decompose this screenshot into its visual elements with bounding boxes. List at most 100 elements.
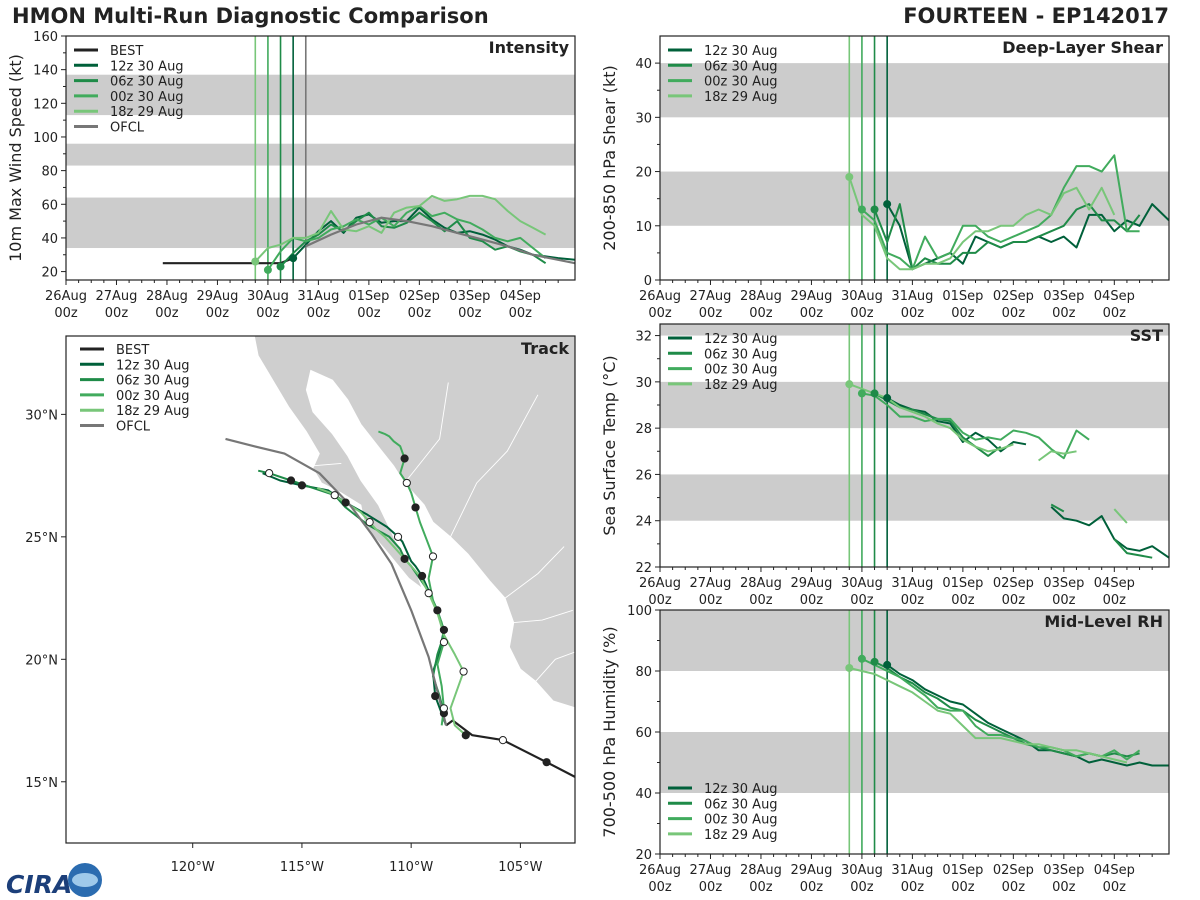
track-map-group [225,336,575,778]
shear-init-point [857,205,866,214]
shear-series-line [873,203,1141,271]
shear-legend-label: 00z 30 Aug [704,75,778,90]
sst-x-tick-hour: 00z [1052,593,1076,608]
track-line [257,469,445,714]
sst-series-line [861,392,1090,460]
rh-legend-label: 12z 30 Aug [704,782,778,797]
state-border [535,651,575,682]
sst-series-group [845,380,1169,559]
shear-band [660,171,1169,226]
intensity-x-tick-day: 26Aug [45,289,87,304]
sst-y-tick-label: 24 [635,515,652,530]
state-border [312,462,342,467]
track-marker [402,478,411,488]
rh-legend-label: 18z 29 Aug [704,828,778,843]
shear-y-tick-label: 20 [635,166,652,181]
state-border [450,394,539,537]
track-x-tick-label: 120°W [171,860,215,875]
intensity-y-tick-label: 60 [41,198,58,213]
rh-y-tick-label: 80 [635,665,652,680]
rh-panel-title: Mid-Level RH [1044,612,1163,631]
shear-init-point [845,172,854,181]
track-marker [400,554,409,563]
intensity-x-tick-hour: 00z [155,306,179,321]
intensity-x-tick-hour: 00z [206,306,230,321]
track-marker [411,503,420,512]
intensity-x-tick-day: 31Aug [297,289,339,304]
shear-legend-label: 06z 30 Aug [704,59,778,74]
intensity-x-tick-hour: 00z [408,306,432,321]
track-x-tick-label: 105°W [498,860,542,875]
sst-init-point [870,389,879,398]
shear-x-tick-hour: 00z [1002,306,1026,321]
rh-x-tick-hour: 00z [699,880,723,895]
shear-y-tick-label: 0 [644,274,652,289]
cira-logo-swirl [72,873,98,887]
shear-series-line [848,176,1116,271]
intensity-y-tick-label: 80 [41,165,58,180]
track-line [445,719,575,778]
track-panel: 120°W 115°W 110°W 105°W 15°N 20°N 25°N 30°N Trac… [25,335,576,875]
track-marker [439,638,449,647]
land-mass [253,336,575,709]
rh-x-tick-hour: 00z [749,880,773,895]
state-border [404,382,449,484]
shear-x-tick-day: 26Aug [639,289,681,304]
intensity-legend-label: 18z 29 Aug [110,105,184,120]
intensity-band [66,74,575,116]
figure-title: HMON Multi-Run Diagnostic Comparison [12,4,489,28]
track-panel-title: Track [521,339,569,358]
sst-x-tick-hour: 00z [901,593,925,608]
intensity-panel: 20 40 60 80 100 120 140 160 26Aug 00z 27Aug 00z 28Au… [6,30,576,321]
rh-x-tick-hour: 00z [1002,880,1026,895]
rh-series-group [845,654,1169,767]
state-border [513,609,573,624]
track-marker [393,532,403,541]
shear-init-point [870,205,879,214]
sst-panel: 22 24 26 28 30 32 26Aug 00z 27Aug 00z 28Aug 00z 29Au… [600,323,1170,608]
track-marker [542,758,551,767]
sst-x-tick-day: 28Aug [740,576,782,591]
intensity-y-tick-label: 100 [33,131,58,146]
intensity-x-tick-day: 29Aug [196,289,238,304]
track-marker [433,606,442,615]
rh-y-tick-label: 40 [635,787,652,802]
shear-y-tick-label: 30 [635,111,652,126]
rh-panel: 20 40 60 80 100 26Aug 00z 27Aug 00z 28Aug 00z 29Aug… [600,604,1170,895]
rh-y-tick-label: 20 [635,848,652,863]
shear-x-tick-hour: 00z [699,306,723,321]
intensity-x-tick-hour: 00z [256,306,280,321]
sst-y-tick-label: 30 [635,376,652,391]
rh-x-tick-hour: 00z [800,880,824,895]
rh-band [660,610,1169,671]
rh-series-line [849,667,1128,764]
intensity-x-tick-hour: 00z [307,306,331,321]
sst-y-tick-label: 28 [635,422,652,437]
sst-x-tick-day: 02Sep [993,576,1034,591]
sst-legend-label: 00z 30 Aug [704,363,778,378]
sst-init-point [857,389,866,398]
shear-x-tick-day: 27Aug [690,289,732,304]
shear-x-tick-day: 31Aug [891,289,933,304]
intensity-x-tick-hour: 00z [105,306,129,321]
intensity-legend-label: BEST [110,44,143,59]
intensity-init-point [276,262,285,271]
rh-y-tick-label: 100 [627,604,652,619]
rh-legend-label: 00z 30 Aug [704,813,778,828]
track-legend-label: 18z 29 Aug [116,404,190,419]
intensity-y-tick-label: 120 [33,97,58,112]
sst-x-tick-hour: 00z [648,593,672,608]
shear-x-tick-day: 01Sep [942,289,983,304]
sst-x-tick-day: 31Aug [891,576,933,591]
storm-id: FOURTEEN - EP142017 [903,4,1169,28]
intensity-y-tick-label: 40 [41,232,58,247]
intensity-band [66,143,575,166]
sst-y-tick-label: 26 [635,468,652,483]
intensity-series-line [254,194,547,263]
intensity-series-line [267,205,547,271]
sst-x-tick-day: 01Sep [942,576,983,591]
sst-x-tick-hour: 00z [699,593,723,608]
intensity-x-tick-day: 01Sep [348,289,389,304]
